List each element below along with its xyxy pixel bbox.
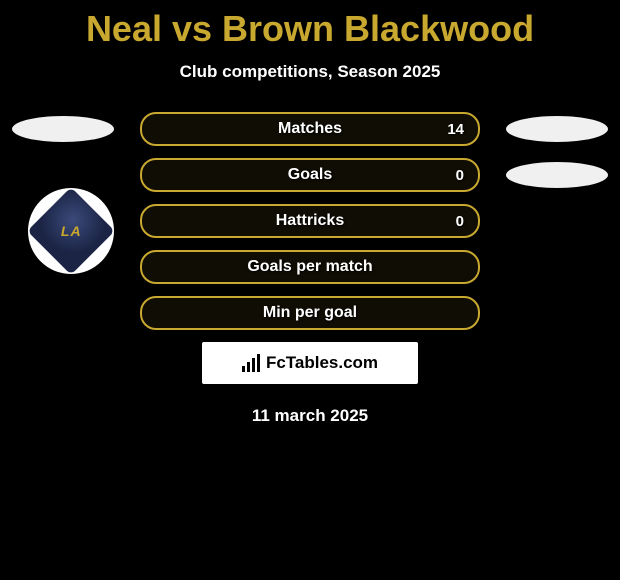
- player-photo-left: [12, 116, 114, 142]
- stat-pill-hattricks: Hattricks 0: [140, 204, 480, 238]
- page-subtitle: Club competitions, Season 2025: [0, 62, 620, 82]
- page-title: Neal vs Brown Blackwood: [0, 0, 620, 50]
- stat-pill-goals-per-match: Goals per match: [140, 250, 480, 284]
- stat-pill-goals: Goals 0: [140, 158, 480, 192]
- stats-area: LA Matches 14 Goals 0 Hattricks 0 Goals …: [0, 112, 620, 426]
- brand-text: FcTables.com: [266, 353, 378, 373]
- stat-value-right: 0: [456, 213, 464, 230]
- player-photo-right-2: [506, 162, 608, 188]
- stat-pill-min-per-goal: Min per goal: [140, 296, 480, 330]
- date-text: 11 march 2025: [0, 406, 620, 426]
- club-badge: LA: [28, 188, 114, 274]
- brand-box[interactable]: FcTables.com: [202, 342, 418, 384]
- stat-label: Matches: [278, 120, 342, 138]
- stat-label: Goals per match: [247, 258, 372, 276]
- stat-value-right: 14: [447, 121, 464, 138]
- stat-label: Hattricks: [276, 212, 344, 230]
- club-badge-text: LA: [61, 223, 82, 239]
- player-photo-right: [506, 116, 608, 142]
- stat-label: Min per goal: [263, 304, 357, 322]
- stat-pill-matches: Matches 14: [140, 112, 480, 146]
- bar-chart-icon: [242, 354, 260, 372]
- stat-row: Min per goal: [0, 296, 620, 330]
- stat-label: Goals: [288, 166, 332, 184]
- stat-value-right: 0: [456, 167, 464, 184]
